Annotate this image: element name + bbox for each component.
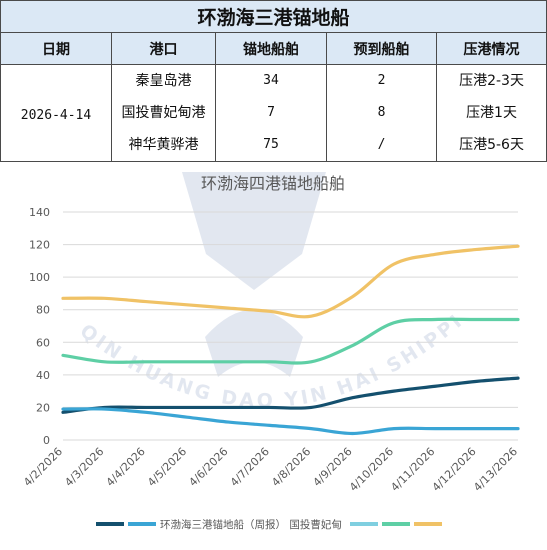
x-tick-label: 4/7/2026 (228, 445, 272, 489)
expected-value: 8 (377, 105, 386, 120)
chart-title: 环渤海四港锚地船舶 (201, 174, 345, 193)
port-name: 神华黄骅港 (128, 137, 199, 153)
chart-legend: 环渤海三港锚地船（周报） 国投曹妃甸 (96, 518, 442, 531)
date-value: 2026-4-14 (20, 107, 92, 123)
header-port: 港口 (111, 32, 216, 65)
y-tick-label: 60 (36, 336, 50, 349)
port-name: 国投曹妃甸港 (121, 105, 206, 121)
y-tick-label: 100 (29, 271, 50, 284)
port-name: 秦皇岛港 (135, 73, 192, 89)
x-tick-label: 4/4/2026 (104, 445, 148, 489)
header-status: 压港情况 (435, 32, 547, 65)
expected-value: 2 (377, 73, 386, 88)
x-tick-label: 4/2/2026 (21, 445, 65, 489)
series-line-2 (61, 407, 520, 436)
status-value: 压港2-3天 (459, 73, 524, 89)
chart-area: QIN HUANG DAO YIN HAI SHIPPING 环渤海四港锚地船舶… (0, 145, 546, 546)
header-expected: 预到船舶 (326, 32, 437, 65)
expected-column: 2 8 / (326, 64, 437, 162)
status-column: 压港2-3天 压港1天 压港5-6天 (435, 64, 547, 162)
y-tick-label: 40 (36, 369, 50, 382)
x-tick-label: 4/12/2026 (430, 445, 479, 494)
port-column: 秦皇岛港 国投曹妃甸港 神华黄骅港 (111, 64, 216, 162)
anchored-column: 34 7 75 (215, 64, 327, 162)
x-tick-label: 4/3/2026 (62, 445, 106, 489)
series-line-5 (61, 244, 520, 319)
y-tick-label: 140 (29, 206, 50, 219)
series-line-4 (61, 317, 520, 365)
status-value: 压港1天 (466, 105, 517, 121)
x-tick-label: 4/13/2026 (471, 445, 520, 494)
date-cell: 2026-4-14 (0, 64, 112, 162)
table-title: 环渤海三港锚地船 (0, 0, 547, 33)
anchored-value: 34 (263, 73, 279, 88)
line-chart: QIN HUANG DAO YIN HAI SHIPPING 环渤海四港锚地船舶… (0, 145, 520, 531)
expected-value: / (377, 137, 386, 152)
y-tick-label: 120 (29, 239, 50, 252)
y-tick-label: 20 (36, 401, 50, 414)
x-tick-label: 4/10/2026 (347, 445, 396, 494)
x-tick-label: 4/6/2026 (186, 445, 230, 489)
header-date: 日期 (0, 32, 112, 65)
summary-table: 环渤海三港锚地船 日期 港口 锚地船舶 预到船舶 压港情况 2026-4-14 … (0, 0, 547, 162)
y-tick-label: 0 (43, 434, 50, 447)
y-tick-label: 80 (36, 304, 50, 317)
anchored-value: 7 (267, 105, 275, 120)
x-tick-label: 4/5/2026 (145, 445, 189, 489)
header-anchored: 锚地船舶 (215, 32, 327, 65)
x-tick-label: 4/8/2026 (269, 445, 313, 489)
anchored-value: 75 (263, 137, 279, 152)
series-line-1 (61, 376, 520, 414)
legend-label: 环渤海三港锚地船（周报） 国投曹妃甸 (160, 518, 342, 531)
x-tick-label: 4/11/2026 (388, 445, 437, 494)
status-value: 压港5-6天 (459, 137, 524, 153)
